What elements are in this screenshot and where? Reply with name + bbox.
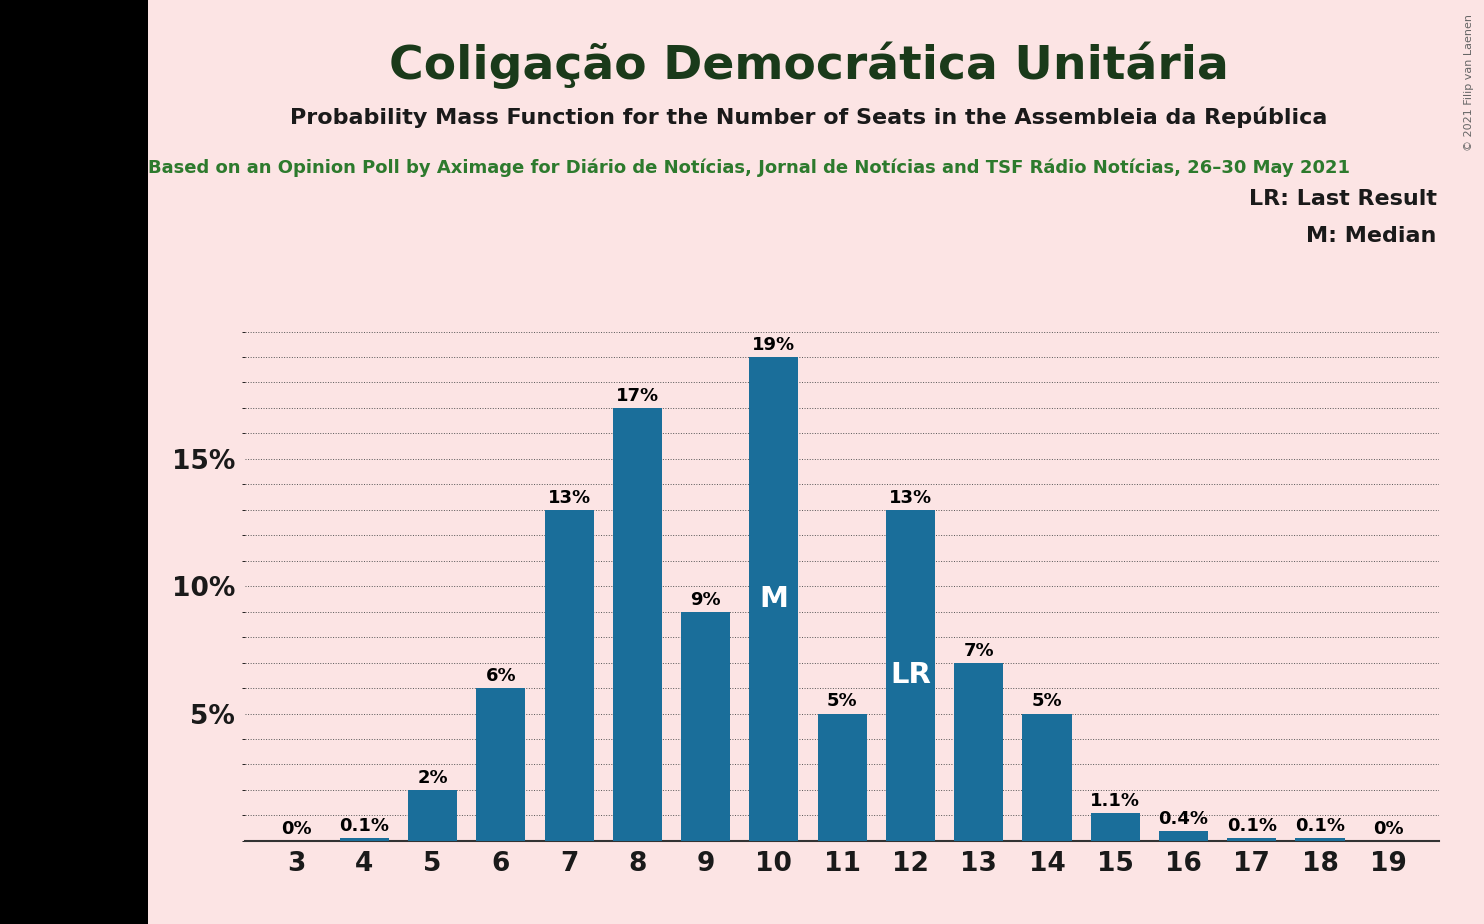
Text: 5%: 5% <box>827 692 858 711</box>
Text: 0.1%: 0.1% <box>1227 817 1276 835</box>
Text: 0.1%: 0.1% <box>1296 817 1345 835</box>
Text: 7%: 7% <box>963 641 994 660</box>
Bar <box>545 510 594 841</box>
Text: 6%: 6% <box>485 667 516 685</box>
Text: 17%: 17% <box>616 387 659 405</box>
Bar <box>954 663 1003 841</box>
Text: Probability Mass Function for the Number of Seats in the Assembleia da República: Probability Mass Function for the Number… <box>289 106 1328 128</box>
Bar <box>613 407 662 841</box>
Bar <box>408 790 457 841</box>
Text: 13%: 13% <box>548 489 591 506</box>
Text: 1.1%: 1.1% <box>1091 792 1140 809</box>
Bar <box>818 713 867 841</box>
Bar <box>1022 713 1071 841</box>
Text: © 2021 Filip van Laenen: © 2021 Filip van Laenen <box>1463 14 1474 151</box>
Bar <box>681 612 730 841</box>
Text: Based on an Opinion Poll by Aximage for Diário de Notícias, Jornal de Notícias a: Based on an Opinion Poll by Aximage for … <box>148 159 1350 177</box>
Text: 0.1%: 0.1% <box>340 817 389 835</box>
Text: LR: LR <box>890 662 930 689</box>
Bar <box>476 688 525 841</box>
Bar <box>1091 813 1140 841</box>
Text: Coligação Democrática Unitária: Coligação Democrática Unitária <box>389 42 1229 89</box>
Text: 2%: 2% <box>417 769 448 787</box>
Text: LR: Last Result: LR: Last Result <box>1248 189 1437 210</box>
Bar <box>1159 831 1208 841</box>
Text: M: M <box>760 585 788 613</box>
Text: 0.4%: 0.4% <box>1159 809 1208 828</box>
Text: 13%: 13% <box>889 489 932 506</box>
Bar <box>1296 838 1345 841</box>
Text: 19%: 19% <box>752 336 795 354</box>
Bar <box>340 838 389 841</box>
Text: 9%: 9% <box>690 590 721 609</box>
Bar <box>1227 838 1276 841</box>
Text: 5%: 5% <box>1031 692 1063 711</box>
Text: 0%: 0% <box>280 820 312 838</box>
Bar <box>749 357 798 841</box>
Text: M: Median: M: Median <box>1306 226 1437 247</box>
Bar <box>886 510 935 841</box>
Text: 0%: 0% <box>1373 820 1404 838</box>
